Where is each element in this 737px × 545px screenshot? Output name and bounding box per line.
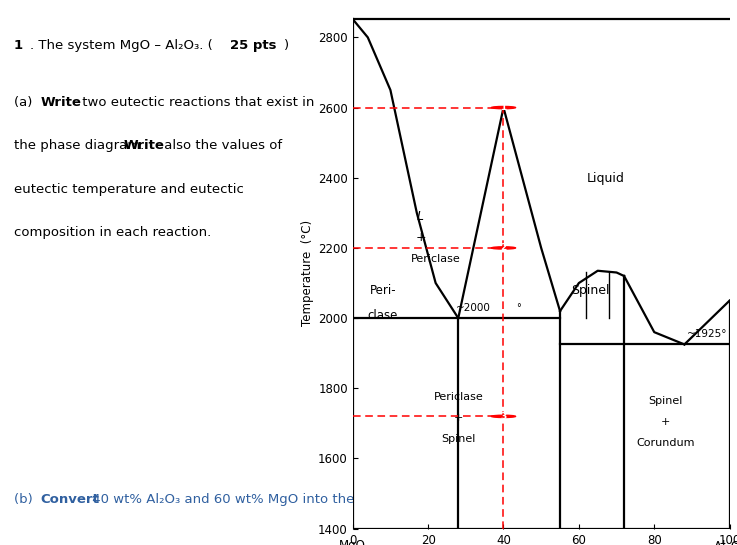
Text: Write: Write <box>40 96 81 109</box>
Text: Peri-: Peri- <box>369 284 397 297</box>
Text: Spinel: Spinel <box>571 284 609 297</box>
Text: the phase diagram.: the phase diagram. <box>14 140 148 152</box>
Text: °: ° <box>516 303 521 313</box>
Y-axis label: Temperature  (°C): Temperature (°C) <box>301 220 314 325</box>
Text: eutectic temperature and eutectic: eutectic temperature and eutectic <box>14 183 244 196</box>
Text: 1: 1 <box>14 39 23 52</box>
Text: 40 wt% Al₂O₃ and 60 wt% MgO into the mol% composition.: 40 wt% Al₂O₃ and 60 wt% MgO into the mol… <box>88 493 485 506</box>
Text: Periclase: Periclase <box>411 254 461 264</box>
Text: +: + <box>661 417 670 427</box>
Text: two eutectic reactions that exist in: two eutectic reactions that exist in <box>78 96 314 109</box>
Text: 1: 1 <box>500 103 506 112</box>
Text: (a): (a) <box>14 96 37 109</box>
Text: ~2000: ~2000 <box>456 303 491 313</box>
Text: composition in each reaction.: composition in each reaction. <box>14 226 212 239</box>
Text: +: + <box>453 414 463 423</box>
Text: 25 pts: 25 pts <box>230 39 276 52</box>
Text: Corundum: Corundum <box>636 438 695 448</box>
Text: (b): (b) <box>14 493 37 506</box>
Text: Periclase: Periclase <box>433 392 483 402</box>
Text: clase: clase <box>368 308 398 322</box>
Text: Write: Write <box>124 140 164 152</box>
Text: Convert: Convert <box>40 493 99 506</box>
Text: $L$: $L$ <box>416 210 425 223</box>
Text: 2: 2 <box>500 244 506 252</box>
Text: Spinel: Spinel <box>649 396 682 406</box>
Text: Al$_2$O$_3$: Al$_2$O$_3$ <box>713 539 737 545</box>
Text: MgO: MgO <box>339 539 366 545</box>
Text: also the values of: also the values of <box>160 140 282 152</box>
Text: Spinel: Spinel <box>441 434 475 444</box>
Circle shape <box>492 415 516 417</box>
Circle shape <box>492 106 516 108</box>
Text: ~1925°: ~1925° <box>687 329 727 339</box>
Text: +: + <box>415 232 426 244</box>
Text: Liquid: Liquid <box>587 172 624 185</box>
Text: . The system MgO – Al₂O₃. (: . The system MgO – Al₂O₃. ( <box>30 39 213 52</box>
Text: ): ) <box>284 39 290 52</box>
Text: 3: 3 <box>500 412 506 421</box>
Circle shape <box>492 247 516 249</box>
